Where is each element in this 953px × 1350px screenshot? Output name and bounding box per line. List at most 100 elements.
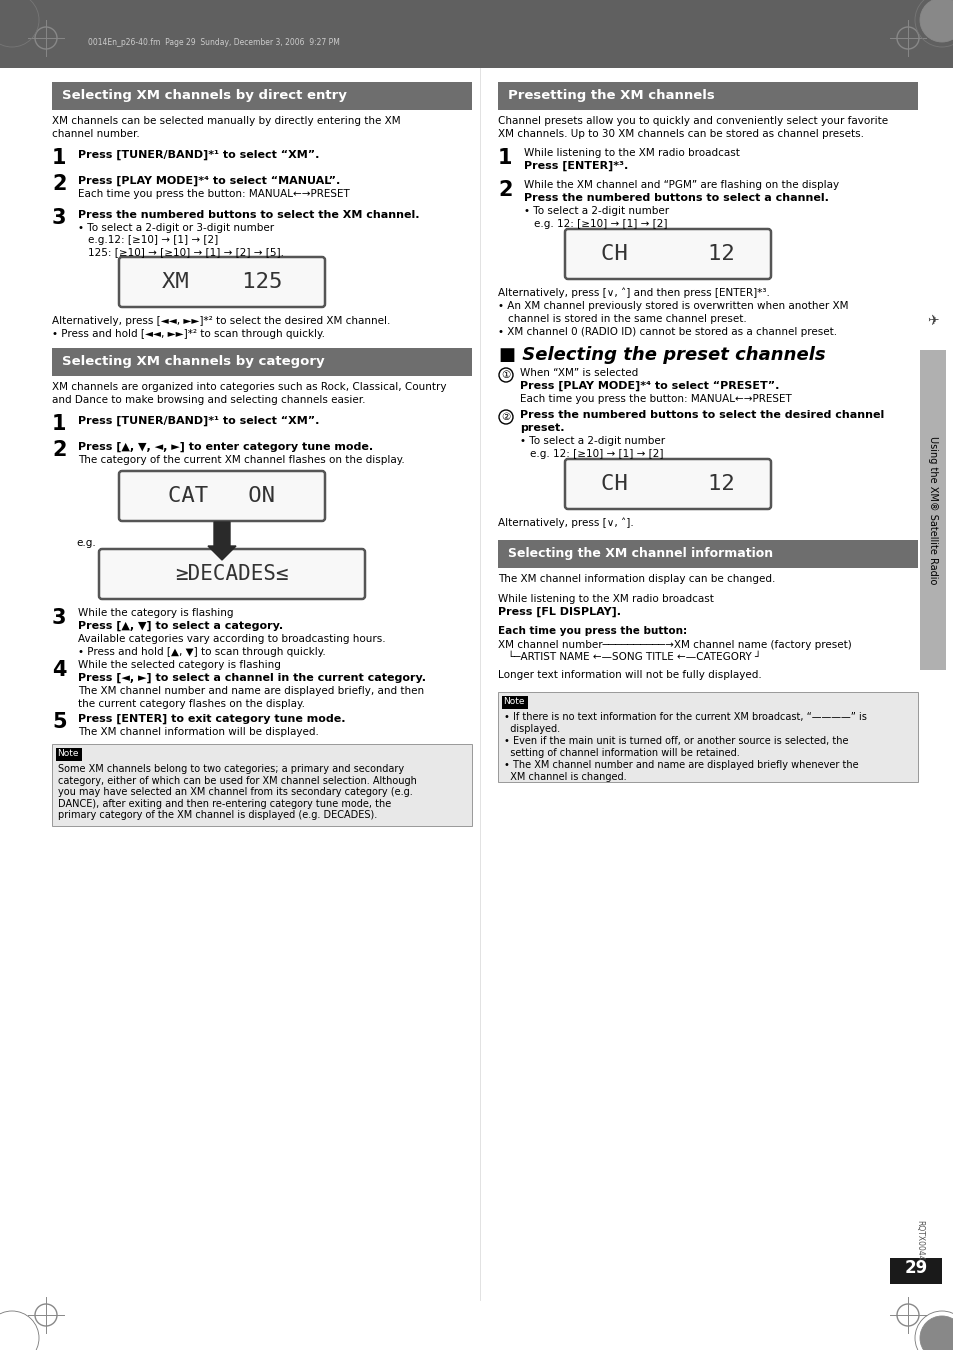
Text: Selecting XM channels by category: Selecting XM channels by category <box>62 355 324 369</box>
Text: Press the numbered buttons to select a channel.: Press the numbered buttons to select a c… <box>523 193 828 202</box>
Text: 5: 5 <box>52 711 67 732</box>
Text: 1: 1 <box>52 148 67 167</box>
Text: Press [ENTER]*³.: Press [ENTER]*³. <box>523 161 628 171</box>
FancyBboxPatch shape <box>119 256 325 306</box>
Text: Press the numbered buttons to select the desired channel: Press the numbered buttons to select the… <box>519 410 883 420</box>
Text: Press [▲, ▼] to select a category.: Press [▲, ▼] to select a category. <box>78 621 283 632</box>
Text: • To select a 2-digit number: • To select a 2-digit number <box>523 207 668 216</box>
FancyBboxPatch shape <box>564 459 770 509</box>
Text: While the selected category is flashing: While the selected category is flashing <box>78 660 280 670</box>
Text: While the XM channel and “PGM” are flashing on the display: While the XM channel and “PGM” are flash… <box>523 180 839 190</box>
Bar <box>56 748 82 761</box>
Text: While the category is flashing: While the category is flashing <box>78 608 233 618</box>
Text: ①: ① <box>501 370 510 379</box>
Bar <box>501 697 527 709</box>
Text: Press [◄, ►] to select a channel in the current category.: Press [◄, ►] to select a channel in the … <box>78 674 426 683</box>
Text: e.g.12: [≥10] → [1] → [2]: e.g.12: [≥10] → [1] → [2] <box>88 235 218 244</box>
Bar <box>52 744 472 826</box>
Text: • If there is no text information for the current XM broadcast, “————” is: • If there is no text information for th… <box>503 711 866 722</box>
Text: • Even if the main unit is turned off, or another source is selected, the: • Even if the main unit is turned off, o… <box>503 736 847 747</box>
Text: CAT   ON: CAT ON <box>169 486 275 506</box>
Text: 2: 2 <box>52 174 67 194</box>
Text: When “XM” is selected: When “XM” is selected <box>519 369 638 378</box>
Text: 2: 2 <box>497 180 512 200</box>
Text: Alternatively, press [∨, ˄].: Alternatively, press [∨, ˄]. <box>497 518 633 528</box>
Text: 29: 29 <box>903 1260 926 1277</box>
Text: Alternatively, press [∨, ˄] and then press [ENTER]*³.: Alternatively, press [∨, ˄] and then pre… <box>497 288 769 298</box>
Text: Presetting the XM channels: Presetting the XM channels <box>507 89 714 103</box>
Text: The XM channel number and name are displayed briefly, and then: The XM channel number and name are displ… <box>78 686 424 697</box>
Bar <box>497 693 917 782</box>
Text: 125: [≥10] → [≥10] → [1] → [2] → [5].: 125: [≥10] → [≥10] → [1] → [2] → [5]. <box>88 247 284 256</box>
Text: 3: 3 <box>52 208 67 228</box>
Circle shape <box>919 1316 953 1350</box>
Text: Some XM channels belong to two categories; a primary and secondary
category, eit: Some XM channels belong to two categorie… <box>58 764 416 821</box>
Text: XM channel number──────────→XM channel name (factory preset): XM channel number──────────→XM channel n… <box>497 640 851 649</box>
Bar <box>52 82 472 109</box>
Circle shape <box>919 0 953 42</box>
Text: RQTX0044: RQTX0044 <box>915 1220 923 1261</box>
Text: 4: 4 <box>52 660 67 680</box>
Text: Selecting XM channels by direct entry: Selecting XM channels by direct entry <box>62 89 347 103</box>
Text: 3: 3 <box>52 608 67 628</box>
Text: and Dance to make browsing and selecting channels easier.: and Dance to make browsing and selecting… <box>52 396 365 405</box>
Text: Channel presets allow you to quickly and conveniently select your favorite: Channel presets allow you to quickly and… <box>497 116 887 126</box>
Circle shape <box>498 410 513 424</box>
Text: Note: Note <box>57 749 78 757</box>
Bar <box>497 540 917 568</box>
Text: Press [TUNER/BAND]*¹ to select “XM”.: Press [TUNER/BAND]*¹ to select “XM”. <box>78 150 319 161</box>
Text: • To select a 2-digit number: • To select a 2-digit number <box>519 436 664 446</box>
Text: preset.: preset. <box>519 423 564 433</box>
Bar <box>889 1258 941 1284</box>
Text: Note: Note <box>502 697 524 706</box>
Bar <box>919 350 945 670</box>
Text: Selecting the preset channels: Selecting the preset channels <box>516 346 824 365</box>
Text: Press the numbered buttons to select the XM channel.: Press the numbered buttons to select the… <box>78 211 419 220</box>
FancyBboxPatch shape <box>119 471 325 521</box>
Text: ✈: ✈ <box>926 313 938 327</box>
FancyBboxPatch shape <box>564 230 770 279</box>
Text: displayed.: displayed. <box>503 724 559 734</box>
Text: XM channels are organized into categories such as Rock, Classical, Country: XM channels are organized into categorie… <box>52 382 446 391</box>
Text: The XM channel information will be displayed.: The XM channel information will be displ… <box>78 728 318 737</box>
FancyBboxPatch shape <box>99 549 365 599</box>
Text: ■: ■ <box>497 346 515 365</box>
Text: • XM channel 0 (RADIO ID) cannot be stored as a channel preset.: • XM channel 0 (RADIO ID) cannot be stor… <box>497 327 836 338</box>
Text: Using the XM® Satellite Radio: Using the XM® Satellite Radio <box>927 436 937 585</box>
Bar <box>52 348 472 377</box>
Text: e.g.: e.g. <box>76 539 95 548</box>
Text: Each time you press the button:: Each time you press the button: <box>497 626 686 636</box>
Text: CH      12: CH 12 <box>600 474 734 494</box>
Text: XM channels can be selected manually by directly entering the XM: XM channels can be selected manually by … <box>52 116 400 126</box>
Text: 0014En_p26-40.fm  Page 29  Sunday, December 3, 2006  9:27 PM: 0014En_p26-40.fm Page 29 Sunday, Decembe… <box>88 38 339 47</box>
Text: Longer text information will not be fully displayed.: Longer text information will not be full… <box>497 670 760 680</box>
Text: • To select a 2-digit or 3-digit number: • To select a 2-digit or 3-digit number <box>78 223 274 234</box>
Text: channel number.: channel number. <box>52 130 139 139</box>
Circle shape <box>498 369 513 382</box>
Text: e.g. 12: [≥10] → [1] → [2]: e.g. 12: [≥10] → [1] → [2] <box>530 450 662 459</box>
Text: The category of the current XM channel flashes on the display.: The category of the current XM channel f… <box>78 455 404 464</box>
Text: • Press and hold [◄◄, ►►]*² to scan through quickly.: • Press and hold [◄◄, ►►]*² to scan thro… <box>52 329 325 339</box>
Text: 1: 1 <box>52 414 67 433</box>
Text: setting of channel information will be retained.: setting of channel information will be r… <box>503 748 739 757</box>
FancyArrow shape <box>208 522 235 560</box>
Text: Press [PLAY MODE]*⁴ to select “MANUAL”.: Press [PLAY MODE]*⁴ to select “MANUAL”. <box>78 176 340 186</box>
Text: Alternatively, press [◄◄, ►►]*² to select the desired XM channel.: Alternatively, press [◄◄, ►►]*² to selec… <box>52 316 390 325</box>
Text: Press [PLAY MODE]*⁴ to select “PRESET”.: Press [PLAY MODE]*⁴ to select “PRESET”. <box>519 381 779 392</box>
Text: the current category flashes on the display.: the current category flashes on the disp… <box>78 699 305 709</box>
Text: Selecting the XM channel information: Selecting the XM channel information <box>507 548 772 560</box>
Bar <box>0 0 953 68</box>
Text: XM channels. Up to 30 XM channels can be stored as channel presets.: XM channels. Up to 30 XM channels can be… <box>497 130 863 139</box>
Text: Press [ENTER] to exit category tune mode.: Press [ENTER] to exit category tune mode… <box>78 714 345 724</box>
Text: Press [FL DISPLAY].: Press [FL DISPLAY]. <box>497 608 620 617</box>
Text: The XM channel information display can be changed.: The XM channel information display can b… <box>497 574 775 585</box>
Text: While listening to the XM radio broadcast: While listening to the XM radio broadcas… <box>497 594 713 603</box>
Text: ②: ② <box>501 412 510 423</box>
Text: channel is stored in the same channel preset.: channel is stored in the same channel pr… <box>507 315 746 324</box>
Text: ≥DECADES≤: ≥DECADES≤ <box>175 564 289 585</box>
Text: XM channel is changed.: XM channel is changed. <box>503 772 626 782</box>
Text: e.g. 12: [≥10] → [1] → [2]: e.g. 12: [≥10] → [1] → [2] <box>534 219 667 230</box>
Text: • The XM channel number and name are displayed briefly whenever the: • The XM channel number and name are dis… <box>503 760 858 770</box>
Bar <box>497 82 917 109</box>
Text: CH      12: CH 12 <box>600 244 734 265</box>
